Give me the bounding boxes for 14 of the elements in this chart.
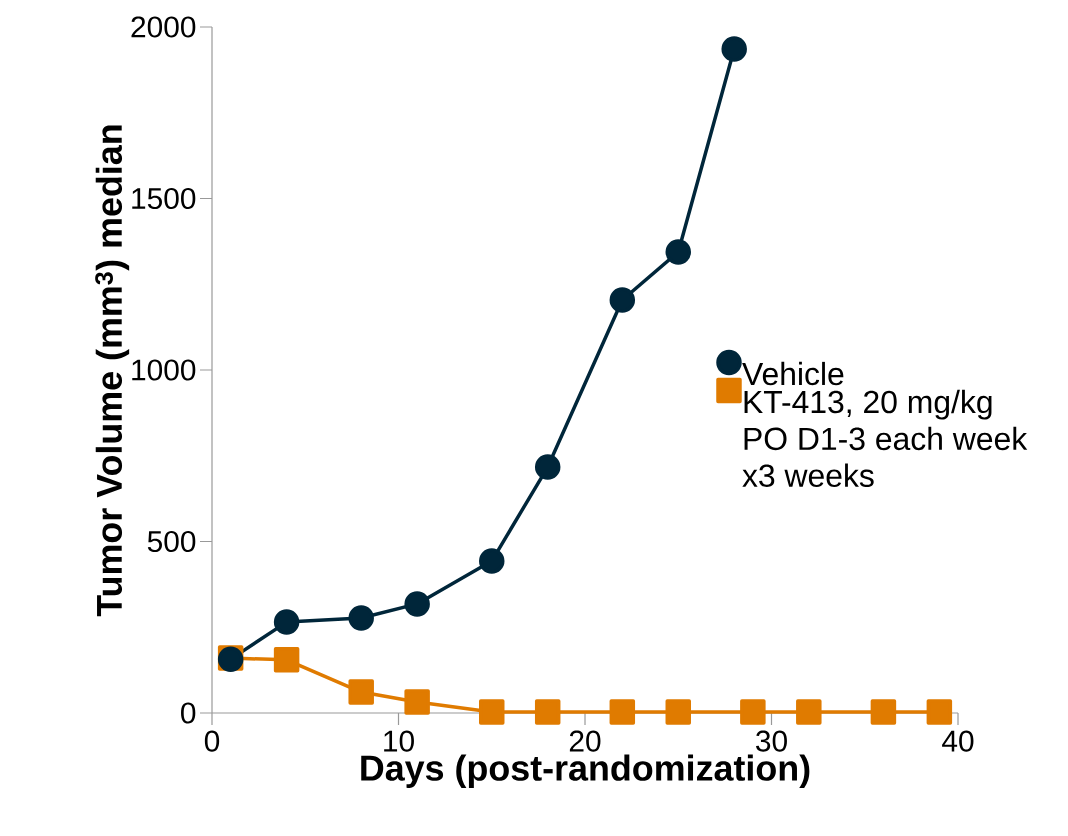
- y-tick-label: 1000: [132, 359, 196, 381]
- y-tick-label: 500: [147, 530, 196, 553]
- legend-label: Vehicle: [742, 361, 844, 386]
- x-tick-label: 10: [384, 730, 414, 752]
- x-axis-title: Days (post-randomization): [361, 754, 810, 788]
- y-axis-title: Tumor Volume (mm$^{3}$) median: [95, 125, 130, 617]
- x-tick-label: 30: [756, 730, 787, 752]
- legend-label: KT-413, 20 mg/kg PO D1-3 each week x3 weeks: [742, 389, 1028, 487]
- y-tick-label: 2000: [131, 16, 196, 38]
- x-tick-label: 20: [569, 730, 601, 752]
- x-tick-label: 0: [204, 730, 220, 752]
- y-tick-label: 1500: [132, 187, 196, 210]
- y-tick-label: 0: [181, 702, 196, 724]
- x-tick-label: 40: [942, 730, 974, 752]
